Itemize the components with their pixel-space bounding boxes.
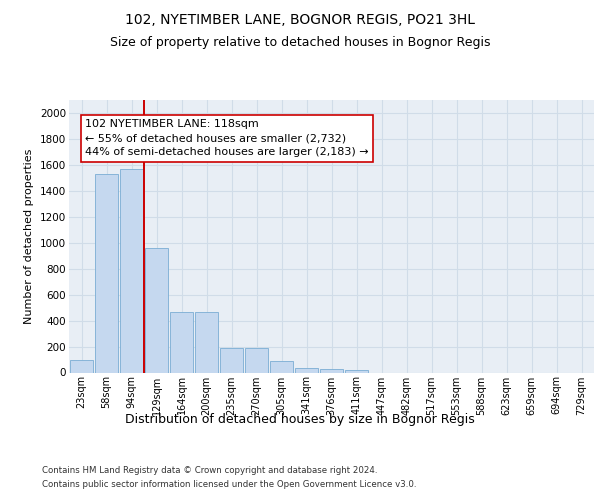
- Bar: [320, 370, 343, 372]
- Text: 102 NYETIMBER LANE: 118sqm
← 55% of detached houses are smaller (2,732)
44% of s: 102 NYETIMBER LANE: 118sqm ← 55% of deta…: [85, 120, 369, 158]
- Bar: [145, 248, 168, 372]
- Bar: [120, 169, 143, 372]
- Text: Contains HM Land Registry data © Crown copyright and database right 2024.: Contains HM Land Registry data © Crown c…: [42, 466, 377, 475]
- Text: Size of property relative to detached houses in Bognor Regis: Size of property relative to detached ho…: [110, 36, 490, 49]
- Bar: [270, 362, 293, 372]
- Bar: [70, 360, 93, 372]
- Bar: [345, 370, 368, 372]
- Bar: [195, 312, 218, 372]
- Bar: [170, 312, 193, 372]
- Text: Distribution of detached houses by size in Bognor Regis: Distribution of detached houses by size …: [125, 412, 475, 426]
- Bar: [220, 348, 243, 372]
- Bar: [295, 368, 318, 372]
- Bar: [245, 348, 268, 372]
- Text: 102, NYETIMBER LANE, BOGNOR REGIS, PO21 3HL: 102, NYETIMBER LANE, BOGNOR REGIS, PO21 …: [125, 12, 475, 26]
- Y-axis label: Number of detached properties: Number of detached properties: [25, 148, 34, 324]
- Bar: [95, 174, 118, 372]
- Text: Contains public sector information licensed under the Open Government Licence v3: Contains public sector information licen…: [42, 480, 416, 489]
